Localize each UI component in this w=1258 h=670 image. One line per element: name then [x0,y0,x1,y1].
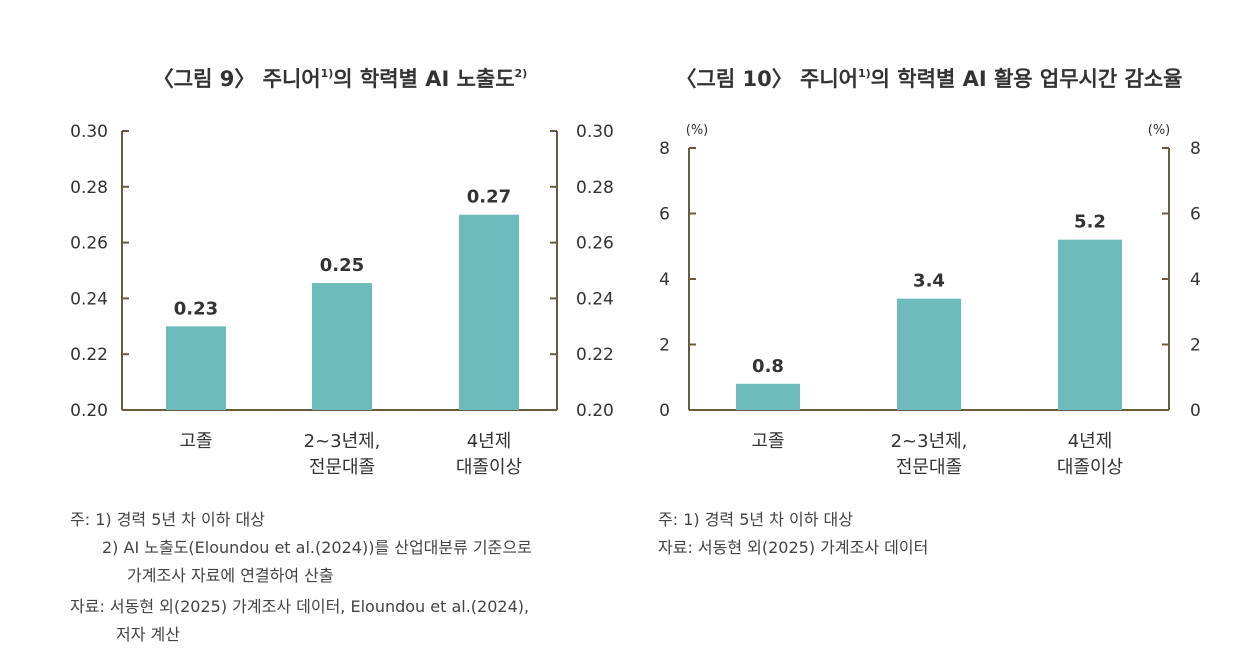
chart9-category-label-2-1: 대졸이상 [456,457,522,478]
chart9-category-label-1-0: 2~3년제, [304,431,381,452]
chart9-tick-label-right-0: 0.20 [576,401,614,421]
chart10-bar-1 [897,298,961,410]
chart10-tick-label-left-3: 6 [659,205,670,225]
chart9-tick-label-right-5: 0.30 [576,122,614,142]
note-left-5: 저자 계산 [116,625,180,644]
chart10-category-label-2-1: 대졸이상 [1057,457,1123,478]
chart9-tick-label-right-2: 0.24 [576,289,614,309]
chart10-value-label-1: 3.4 [913,271,945,292]
chart10-tick-label-left-1: 2 [659,336,670,356]
chart10-tick-label-right-0: 0 [1190,401,1201,421]
chart10-tick-label-right-1: 2 [1190,336,1201,356]
chart9-tick-label-right-1: 0.22 [576,345,614,365]
note-left-2: 2) AI 노출도(Eloundou et al.(2024))를 산업대분류 … [102,538,532,557]
chart9-tick-label-left-3: 0.26 [70,234,108,254]
note-right-2: 자료: 서동현 외(2025) 가계조사 데이터 [658,538,929,557]
chart9-tick-label-left-5: 0.30 [70,122,108,142]
chart10-category-label-1-0: 2~3년제, [891,431,968,452]
chart9-category-label-2-0: 4년제 [467,431,512,452]
chart9-tick-label-left-2: 0.24 [70,289,108,309]
chart10-unit-right: (%) [1148,123,1171,138]
chart9-category-label-0-0: 고졸 [179,431,212,452]
chart10-bar-2 [1058,239,1122,410]
chart10-tick-label-left-4: 8 [659,139,670,159]
charts-canvas: 〈그림 9〉 주니어1)의 학력별 AI 노출도2) 0.20 0.20 0.22 0.… [70,67,1201,478]
chart9-bar-2 [459,214,519,410]
note-left-4: 자료: 서동현 외(2025) 가계조사 데이터, Eloundou et al… [70,597,530,616]
chart9-bar-1 [312,283,372,410]
note-left-1: 주: 1) 경력 5년 차 이하 대상 [70,510,265,529]
chart10-unit-left: (%) [686,123,709,138]
chart10-title: 〈그림 10〉 주니어1)의 학력별 AI 활용 업무시간 감소율 [676,67,1183,91]
chart10-tick-label-right-3: 6 [1190,205,1201,225]
chart9-tick-label-left-4: 0.28 [70,178,108,198]
chart10-value-label-0: 0.8 [752,356,784,377]
chart9-value-label-1: 0.25 [320,255,364,276]
chart10-bar-0 [736,383,800,410]
chart9-bar-0 [166,326,226,410]
chart10-tick-label-left-2: 4 [659,270,670,290]
chart10-category-label-2-0: 4년제 [1068,431,1113,452]
note-right-1: 주: 1) 경력 5년 차 이하 대상 [658,510,853,529]
chart9-title: 〈그림 9〉 주니어1)의 학력별 AI 노출도2) [153,67,527,91]
chart10-category-label-0-0: 고졸 [751,431,784,452]
chart9-tick-label-right-4: 0.28 [576,178,614,198]
chart10-tick-label-right-4: 8 [1190,139,1201,159]
chart10-tick-label-left-0: 0 [659,401,670,421]
chart9-value-label-0: 0.23 [174,298,218,319]
chart10-value-label-2: 5.2 [1074,212,1106,233]
chart9-category-label-1-1: 전문대졸 [309,457,375,478]
chart9-tick-label-right-3: 0.26 [576,234,614,254]
note-left-3: 가계조사 자료에 연결하여 산출 [127,566,334,585]
chart9-value-label-2: 0.27 [467,187,511,208]
chart9-tick-label-left-1: 0.22 [70,345,108,365]
chart10-tick-label-right-2: 4 [1190,270,1201,290]
chart9-tick-label-left-0: 0.20 [70,401,108,421]
chart10-category-label-1-1: 전문대졸 [896,457,962,478]
